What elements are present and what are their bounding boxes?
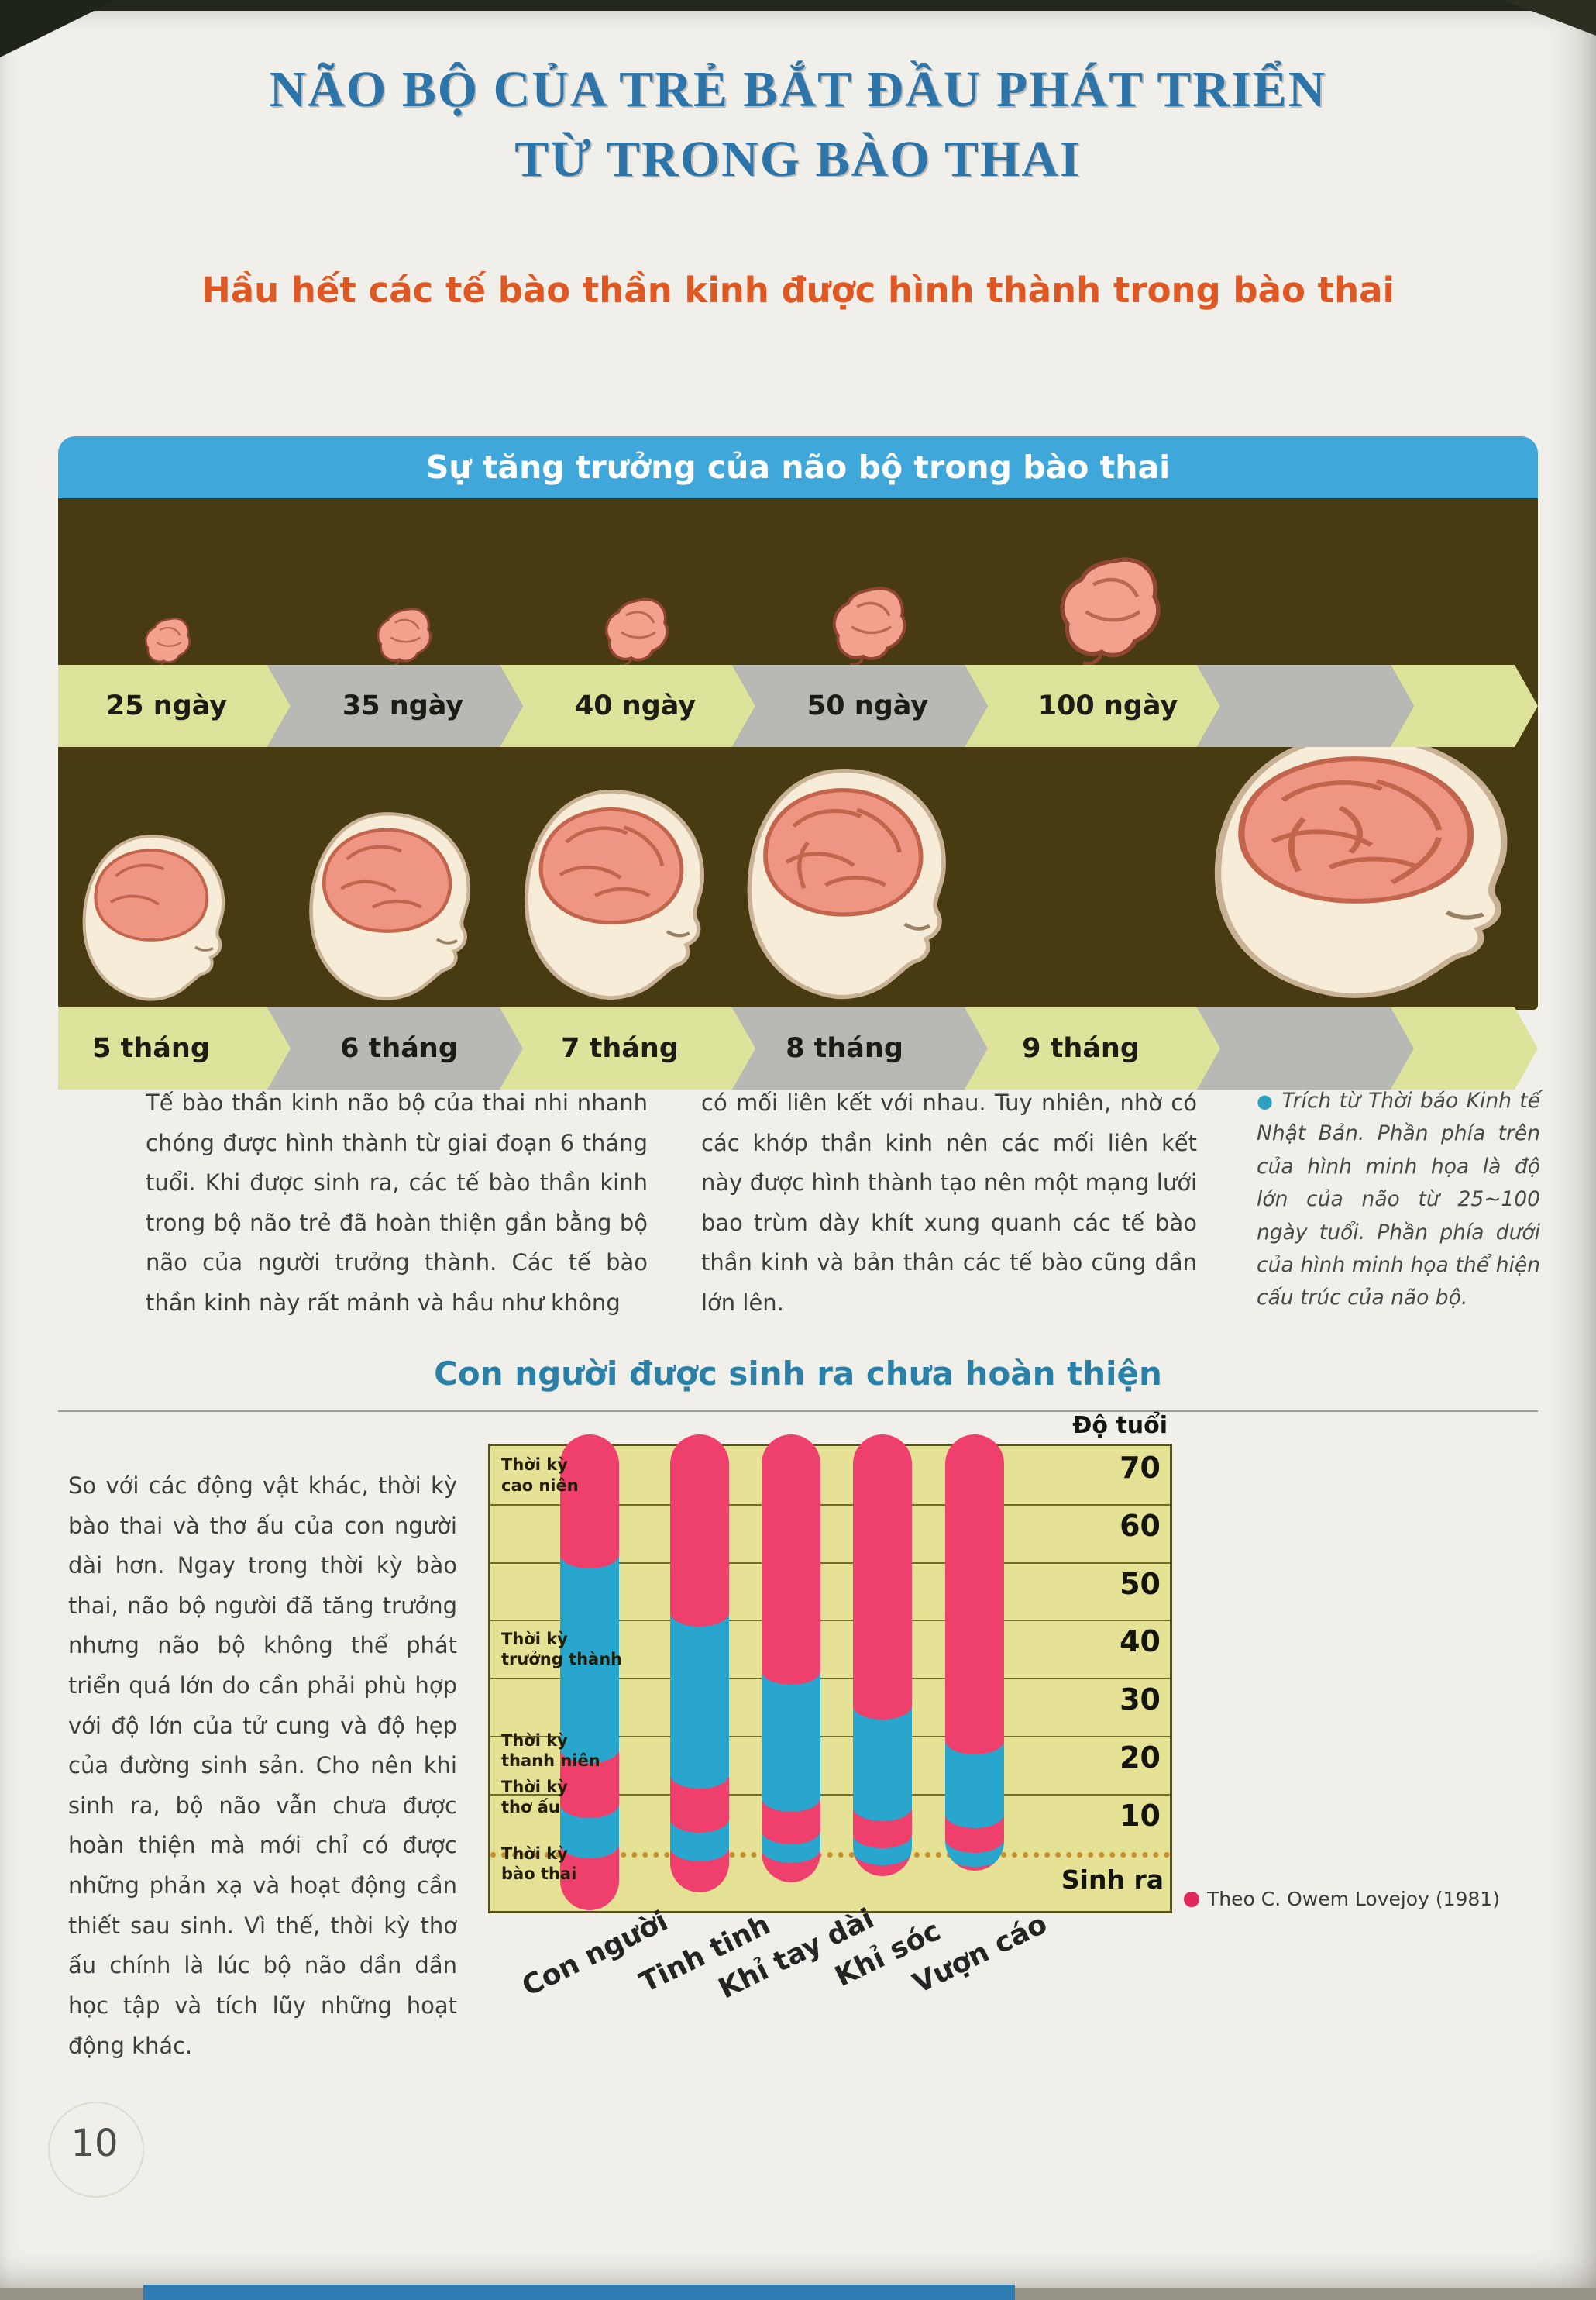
- gridline-30: [490, 1678, 1170, 1680]
- period-label-thơ-ấu: Thời kỳ thơ ấu: [501, 1777, 568, 1816]
- arrow-chevron: [500, 1007, 755, 1090]
- bar-segment: [560, 1434, 619, 1569]
- age-axis-title: Độ tuổi: [1072, 1412, 1168, 1439]
- period-label-bào-thai: Thời kỳ bào thai: [501, 1844, 577, 1883]
- lifespan-bar-Khỉ-sóc: [853, 1434, 912, 1877]
- fetal-head-illustration-5-tháng: [82, 835, 225, 1001]
- stage-label: 8 tháng: [786, 1033, 903, 1064]
- arrow-chevron: [1391, 1007, 1538, 1090]
- arrow-chevron: [1391, 665, 1538, 747]
- bar-segment: [762, 1434, 820, 1685]
- arrow-chevron: [732, 1007, 988, 1090]
- age-tick-60: 60: [1120, 1508, 1161, 1543]
- period-label-thanh-niên: Thời kỳ thanh niên: [501, 1730, 600, 1771]
- gridline-10: [490, 1793, 1170, 1796]
- lifespan-chart-plot: 70 60 50 40 30 20 10 Sinh ra Thời kỳ cao niên Thời…: [488, 1434, 1172, 1913]
- lifespan-bar-Khỉ-tay-dài: [762, 1434, 820, 1882]
- age-tick-70: 70: [1120, 1451, 1161, 1485]
- stage-label: 7 tháng: [561, 1033, 679, 1064]
- bar-segment: [945, 1434, 1004, 1754]
- age-tick-50: 50: [1120, 1566, 1161, 1601]
- period-label-cao-niên: Thời kỳ cao niên: [501, 1455, 579, 1495]
- arrow-chevron: [267, 665, 523, 747]
- page-title-line2: TỪ TRONG BÀO THAI: [514, 131, 1082, 188]
- age-tick-10: 10: [1120, 1798, 1161, 1833]
- panel-header: Sự tăng trưởng của não bộ trong bào thai: [58, 436, 1538, 498]
- fetal-head-illustration-8-tháng: [747, 769, 946, 1000]
- page-title-line1: NÃO BỘ CỦA TRẺ BẮT ĐẦU PHÁT TRIỂN: [269, 61, 1327, 118]
- lifespan-bar-Con-người: [560, 1434, 619, 1910]
- page-number-circle: [48, 2102, 144, 2198]
- arrow-chevron: [58, 665, 291, 747]
- arrow-chevron: [1197, 665, 1414, 747]
- fetal-head-illustration-6-tháng: [309, 812, 471, 1000]
- panel-header-label: Sự tăng trưởng của não bộ trong bào thai: [425, 449, 1171, 486]
- period-label-trưởng-thành: Thời kỳ trưởng thành: [501, 1629, 623, 1669]
- bar-segment: [560, 1556, 619, 1763]
- stage-label: 40 ngày: [574, 690, 697, 721]
- gridline-40: [490, 1620, 1170, 1622]
- section-divider: [58, 1410, 1538, 1412]
- stage-label: 25 ngày: [105, 690, 228, 721]
- article-note-text: Trích từ Thời báo Kinh tế Nhật Bản. Phần…: [1257, 1089, 1540, 1310]
- age-tick-40: 40: [1120, 1624, 1161, 1659]
- embryo-brain-illustration-25-ngày: [144, 617, 191, 667]
- stage-label: 6 tháng: [340, 1033, 458, 1064]
- arrow-chevron: [500, 665, 755, 747]
- note-bullet-icon: ●: [1257, 1090, 1282, 1112]
- lifespan-bar-Tinh-tinh: [670, 1434, 729, 1893]
- arrow-band-days: [58, 665, 1538, 747]
- next-page-edge: [143, 2285, 1015, 2300]
- chart-legend-text: Theo C. Owem Lovejoy (1981): [1207, 1888, 1500, 1910]
- stage-label: 100 ngày: [1037, 690, 1178, 721]
- bar-segment: [945, 1741, 1004, 1828]
- stage-label: 50 ngày: [807, 690, 929, 721]
- chart-legend: Theo C. Owem Lovejoy (1981): [1184, 1888, 1500, 1910]
- embryo-brain-illustration-40-ngày: [605, 597, 669, 667]
- arrow-chevron: [58, 1007, 291, 1090]
- fetal-head-illustration-7-tháng: [524, 790, 704, 1000]
- legend-dot-icon: [1184, 1892, 1199, 1907]
- page-number: 10: [71, 2122, 119, 2165]
- stage-label: 9 tháng: [1022, 1033, 1140, 1064]
- stage-label: 5 tháng: [92, 1033, 210, 1064]
- embryo-brain-illustration-100-ngày: [1060, 557, 1161, 666]
- fetal-head-illustration-9-tháng: [1214, 734, 1508, 998]
- section2-paragraph: So với các động vật khác, thời kỳ bào th…: [68, 1472, 457, 2059]
- bar-segment: [670, 1434, 729, 1627]
- age-tick-20: 20: [1120, 1740, 1161, 1775]
- article-column-1: Tế bào thần kinh não bộ của thai nhi nha…: [146, 1090, 648, 1317]
- page-subtitle: Hầu hết các tế bào thần kinh được hình t…: [201, 270, 1395, 311]
- bar-segment: [762, 1672, 820, 1813]
- article-note: ● Trích từ Thời báo Kinh tế Nhật Bản. Ph…: [1257, 1085, 1540, 1315]
- arrow-band-months: [58, 1007, 1538, 1090]
- birth-label: Sinh ra: [1061, 1864, 1164, 1895]
- bar-segment: [853, 1706, 912, 1821]
- bar-segment: [670, 1613, 729, 1789]
- gridline-50: [490, 1561, 1170, 1564]
- arrow-chevron: [267, 1007, 523, 1090]
- stage-label: 35 ngày: [342, 690, 464, 721]
- lifespan-bar-Vượn-cáo: [945, 1434, 1004, 1871]
- embryo-brain-illustration-35-ngày: [377, 608, 432, 667]
- arrow-chevron: [732, 665, 988, 747]
- embryo-brain-illustration-50-ngày: [832, 587, 906, 666]
- arrow-chevron: [965, 665, 1220, 747]
- gridline-60: [490, 1503, 1170, 1506]
- birth-line: [490, 1851, 1170, 1858]
- arrow-chevron: [965, 1007, 1220, 1090]
- section-heading: Con người được sinh ra chưa hoàn thiện: [434, 1355, 1162, 1393]
- age-tick-30: 30: [1120, 1682, 1161, 1717]
- gridline-20: [490, 1736, 1170, 1738]
- arrow-chevron: [1197, 1007, 1414, 1090]
- bar-segment: [853, 1434, 912, 1720]
- photo-background-top-edge: [0, 0, 1596, 11]
- article-column-2: có mối liên kết với nhau. Tuy nhiên, nhờ…: [701, 1090, 1197, 1317]
